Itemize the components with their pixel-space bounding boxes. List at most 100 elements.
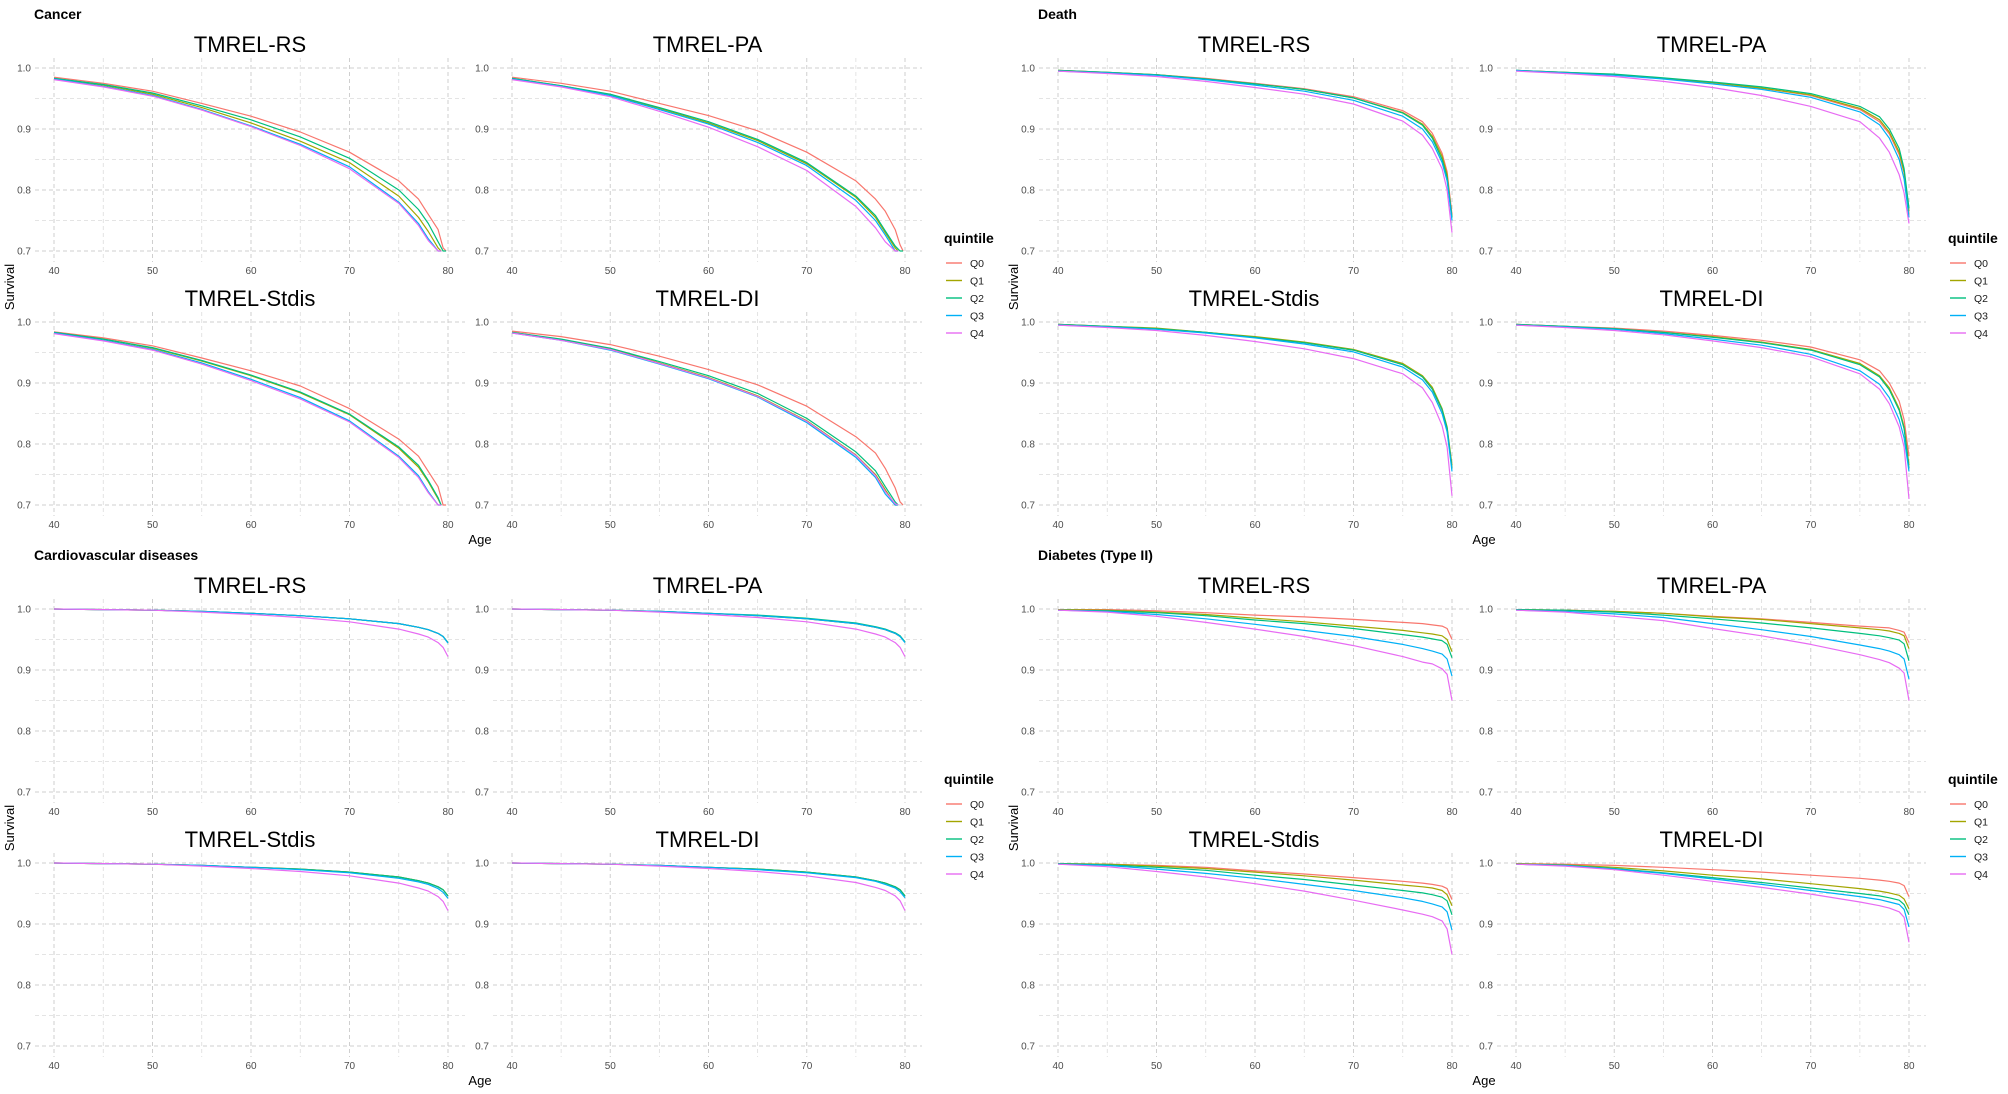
y-tick-label: 1.0 bbox=[1021, 318, 1035, 329]
y-tick-label: 0.7 bbox=[1479, 1042, 1493, 1053]
y-tick-label: 0.8 bbox=[475, 186, 489, 197]
legend-label: Q2 bbox=[1974, 293, 1988, 305]
y-tick-label: 0.7 bbox=[1479, 788, 1493, 799]
x-tick-label: 60 bbox=[1249, 807, 1261, 818]
panel-title: TMREL-PA bbox=[1657, 573, 1767, 598]
x-tick-label: 50 bbox=[1151, 266, 1163, 277]
panel-title: TMREL-Stdis bbox=[1189, 286, 1320, 311]
group-title: Diabetes (Type II) bbox=[1038, 547, 1153, 563]
legend-label: Q3 bbox=[970, 852, 984, 864]
legend-label: Q1 bbox=[1974, 817, 1988, 829]
x-tick-label: 70 bbox=[1348, 807, 1360, 818]
x-tick-label: 70 bbox=[1348, 1061, 1360, 1072]
x-tick-label: 50 bbox=[147, 807, 159, 818]
panel-title: TMREL-Stdis bbox=[185, 286, 316, 311]
y-tick-label: 0.8 bbox=[17, 981, 31, 992]
series-line-q3 bbox=[511, 332, 899, 506]
y-tick-label: 0.7 bbox=[17, 247, 31, 258]
panel-title: TMREL-RS bbox=[1198, 573, 1310, 598]
y-tick-label: 1.0 bbox=[17, 318, 31, 329]
y-tick-label: 1.0 bbox=[17, 859, 31, 870]
x-tick-label: 60 bbox=[1249, 520, 1261, 531]
x-tick-label: 80 bbox=[899, 807, 911, 818]
x-tick-label: 50 bbox=[1609, 266, 1621, 277]
x-axis-title: Age bbox=[468, 532, 491, 547]
panel-title: TMREL-DI bbox=[1660, 286, 1764, 311]
y-tick-label: 0.8 bbox=[1021, 727, 1035, 738]
series-line-q3 bbox=[1515, 609, 1910, 680]
y-tick-label: 1.0 bbox=[1021, 859, 1035, 870]
x-axis-title: Age bbox=[1472, 1073, 1495, 1088]
panel-tmrel-stdis: TMREL-Stdis 40 50 60 70 80 0.7 0.8 0.9 1.0 bbox=[17, 827, 465, 1072]
y-tick-label: 1.0 bbox=[17, 64, 31, 75]
facet-group-diabetes-type-ii: Diabetes (Type II) TMREL-RS 40 50 60 70 80 0.7 0… bbox=[1006, 547, 1998, 1088]
x-tick-label: 80 bbox=[1903, 1061, 1915, 1072]
y-tick-label: 1.0 bbox=[1021, 605, 1035, 616]
x-tick-label: 60 bbox=[703, 1061, 715, 1072]
panel-title: TMREL-Stdis bbox=[1189, 827, 1320, 852]
group-title: Cardiovascular diseases bbox=[34, 547, 198, 563]
panel-title: TMREL-RS bbox=[1198, 32, 1310, 57]
legend-label: Q4 bbox=[970, 328, 984, 340]
y-tick-label: 0.7 bbox=[1479, 501, 1493, 512]
y-tick-label: 0.7 bbox=[1021, 501, 1035, 512]
facet-group-cardiovascular-diseases: Cardiovascular diseases TMREL-RS 40 50 60 70 8… bbox=[2, 547, 994, 1088]
series-line-q4 bbox=[511, 79, 899, 252]
y-tick-label: 0.7 bbox=[1021, 247, 1035, 258]
x-tick-label: 40 bbox=[1510, 520, 1522, 531]
y-tick-label: 0.8 bbox=[475, 727, 489, 738]
y-tick-label: 0.7 bbox=[17, 1042, 31, 1053]
x-tick-label: 80 bbox=[899, 1061, 911, 1072]
y-axis-title: Survival bbox=[1006, 264, 1021, 310]
legend-label: Q0 bbox=[1974, 799, 1988, 811]
panel-title: TMREL-DI bbox=[1660, 827, 1764, 852]
series-line-q0 bbox=[511, 76, 904, 252]
legend-label: Q2 bbox=[1974, 834, 1988, 846]
series-line-q1 bbox=[1515, 863, 1910, 910]
y-tick-label: 1.0 bbox=[1479, 64, 1493, 75]
x-tick-label: 80 bbox=[1446, 807, 1458, 818]
y-tick-label: 0.7 bbox=[1021, 788, 1035, 799]
x-tick-label: 60 bbox=[1707, 1061, 1719, 1072]
series-line-q1 bbox=[1515, 609, 1910, 649]
series-line-q2 bbox=[1057, 609, 1453, 659]
y-tick-label: 1.0 bbox=[475, 64, 489, 75]
panel-tmrel-pa: TMREL-PA 40 50 60 70 80 0.7 0.8 0.9 1.0 bbox=[475, 32, 922, 277]
series-line-q2 bbox=[1057, 863, 1453, 915]
legend-title: quintile bbox=[944, 771, 994, 787]
x-tick-label: 40 bbox=[48, 807, 60, 818]
panel-title: TMREL-Stdis bbox=[185, 827, 316, 852]
x-tick-label: 80 bbox=[442, 520, 454, 531]
x-tick-label: 40 bbox=[506, 1061, 518, 1072]
legend-label: Q4 bbox=[970, 869, 984, 881]
x-tick-label: 40 bbox=[48, 266, 60, 277]
series-line-q3 bbox=[1057, 609, 1453, 677]
y-axis-title: Survival bbox=[2, 805, 17, 851]
y-tick-label: 0.9 bbox=[17, 920, 31, 931]
series-line-q3 bbox=[1057, 70, 1453, 221]
panel-tmrel-pa: TMREL-PA 40 50 60 70 80 0.7 0.8 0.9 1.0 bbox=[475, 573, 922, 818]
series-line-q4 bbox=[1515, 609, 1910, 701]
x-tick-label: 70 bbox=[801, 1061, 813, 1072]
panel-tmrel-rs: TMREL-RS 40 50 60 70 80 0.7 0.8 0.9 1.0 bbox=[17, 573, 465, 818]
y-tick-label: 0.7 bbox=[475, 1042, 489, 1053]
panel-tmrel-di: TMREL-DI 40 50 60 70 80 0.7 0.8 0.9 1.0 bbox=[475, 286, 922, 531]
series-line-q3 bbox=[1515, 324, 1910, 472]
x-tick-label: 70 bbox=[344, 266, 356, 277]
y-tick-label: 0.9 bbox=[1021, 379, 1035, 390]
panel-tmrel-di: TMREL-DI 40 50 60 70 80 0.7 0.8 0.9 1.0 bbox=[475, 827, 922, 1072]
y-tick-label: 1.0 bbox=[1479, 318, 1493, 329]
legend-label: Q0 bbox=[970, 799, 984, 811]
y-tick-label: 1.0 bbox=[17, 605, 31, 616]
x-tick-label: 50 bbox=[147, 1061, 159, 1072]
y-tick-label: 0.8 bbox=[17, 727, 31, 738]
y-tick-label: 0.9 bbox=[17, 666, 31, 677]
series-line-q0 bbox=[1515, 863, 1910, 897]
legend-label: Q3 bbox=[1974, 311, 1988, 323]
panel-tmrel-di: TMREL-DI 40 50 60 70 80 0.7 0.8 0.9 1.0 bbox=[1479, 827, 1926, 1072]
x-tick-label: 50 bbox=[147, 520, 159, 531]
x-tick-label: 80 bbox=[899, 266, 911, 277]
series-line-q3 bbox=[53, 332, 442, 506]
series-line-q0 bbox=[53, 76, 447, 252]
